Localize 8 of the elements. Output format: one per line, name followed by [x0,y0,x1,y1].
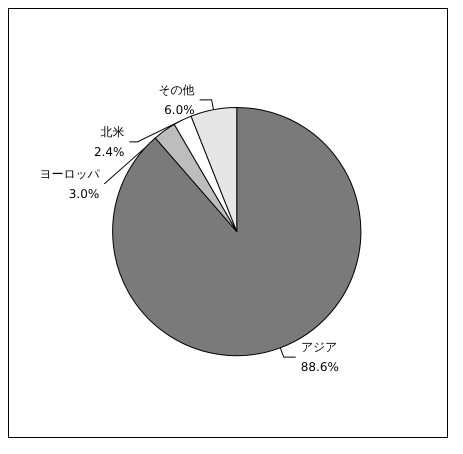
data-label: 6.0% [164,102,195,117]
data-label: 3.0% [68,186,100,201]
data-label: 88.6% [300,360,339,374]
slice-label: ヨーロッパ [39,166,100,181]
slice-label: その他 [158,82,195,97]
slice-label: 北米 [100,124,124,139]
data-label: 2.4% [94,144,124,159]
slice-label: アジア [300,340,337,354]
